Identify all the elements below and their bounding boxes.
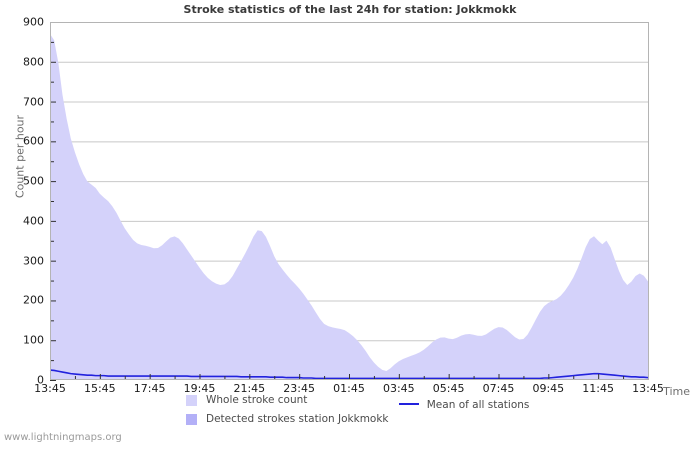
x-tick-label: 13:45 bbox=[632, 382, 664, 395]
x-tick-label: 17:45 bbox=[133, 382, 166, 395]
legend-item-mean-of-all-stations[interactable]: Mean of all stations bbox=[398, 398, 530, 411]
x-tick-label: 03:45 bbox=[382, 382, 415, 395]
legend-row-top: Whole stroke count Mean of all stations bbox=[186, 394, 529, 411]
y-tick-label: 600 bbox=[23, 134, 44, 148]
x-tick-label: 09:45 bbox=[532, 382, 565, 395]
x-tick-label: 23:45 bbox=[283, 382, 316, 395]
legend-item-detected-strokes-station[interactable]: Detected strokes station Jokkmokk bbox=[186, 413, 389, 425]
footer-watermark: www.lightningmaps.org bbox=[4, 432, 122, 443]
legend-item-whole-stroke-count[interactable]: Whole stroke count bbox=[186, 394, 307, 406]
y-tick-label: 0 bbox=[37, 373, 44, 387]
series-layer bbox=[49, 33, 649, 381]
y-tick-label: 400 bbox=[23, 214, 44, 228]
legend-row-bottom: Detected strokes station Jokkmokk bbox=[186, 413, 389, 428]
x-tick-label: 15:45 bbox=[83, 382, 116, 395]
x-tick-label: 13:45 bbox=[34, 382, 66, 395]
plot-frame bbox=[50, 22, 649, 380]
series-area bbox=[50, 33, 648, 381]
chart-title: Stroke statistics of the last 24h for st… bbox=[183, 3, 517, 16]
legend-line-mean-of-all-stations bbox=[398, 402, 419, 405]
x-tick-label: 11:45 bbox=[582, 382, 615, 395]
x-tick-label: 21:45 bbox=[233, 382, 266, 395]
y-tick-label: 500 bbox=[23, 174, 44, 188]
legend-label-whole-stroke-count: Whole stroke count bbox=[206, 394, 308, 406]
legend-label-detected-strokes-station: Detected strokes station Jokkmokk bbox=[206, 413, 389, 425]
y-tick-label: 800 bbox=[23, 55, 44, 69]
x-axis-label: Time bbox=[663, 385, 690, 398]
legend-label-mean-of-all-stations: Mean of all stations bbox=[426, 398, 530, 411]
y-tick-label: 200 bbox=[23, 293, 44, 307]
x-tick-label: 07:45 bbox=[482, 382, 515, 395]
x-tick-label: 01:45 bbox=[333, 382, 365, 395]
x-tick-label: 19:45 bbox=[183, 382, 216, 395]
legend-swatch-whole-stroke-count bbox=[186, 394, 197, 406]
legend-swatch-detected-strokes-station bbox=[186, 413, 197, 425]
y-tick-label: 100 bbox=[23, 333, 44, 347]
x-tick-label: 05:45 bbox=[432, 382, 465, 395]
y-tick-label: 900 bbox=[23, 15, 44, 29]
y-tick-label: 300 bbox=[23, 254, 44, 268]
y-tick-label: 700 bbox=[23, 95, 44, 109]
